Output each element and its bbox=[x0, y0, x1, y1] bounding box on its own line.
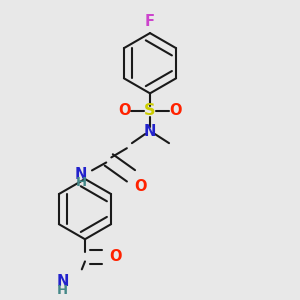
Text: F: F bbox=[145, 14, 155, 29]
Text: N: N bbox=[57, 274, 69, 289]
Text: S: S bbox=[144, 103, 156, 118]
Text: O: O bbox=[169, 103, 182, 118]
Text: O: O bbox=[118, 103, 131, 118]
Text: H: H bbox=[56, 284, 68, 297]
Text: O: O bbox=[109, 249, 121, 264]
Text: N: N bbox=[144, 124, 156, 139]
Text: N: N bbox=[74, 167, 87, 182]
Text: O: O bbox=[134, 179, 147, 194]
Text: H: H bbox=[76, 176, 87, 189]
